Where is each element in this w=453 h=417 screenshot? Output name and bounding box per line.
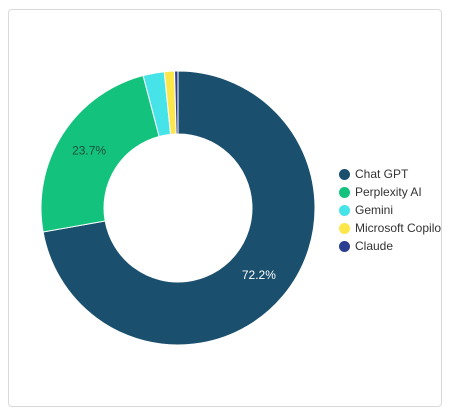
slice-claude[interactable] xyxy=(174,70,179,135)
chart-legend: Chat GPT Perplexity AI Gemini Microsoft Cop… xyxy=(339,165,443,255)
slice-perplexity-ai[interactable] xyxy=(40,74,160,233)
legend-item-chat-gpt[interactable]: Chat GPT xyxy=(339,165,443,183)
legend-swatch xyxy=(339,240,350,252)
legend-item-claude[interactable]: Claude xyxy=(339,237,443,255)
slices-group xyxy=(40,70,316,346)
legend-item-gemini[interactable]: Gemini xyxy=(339,201,443,219)
legend-swatch xyxy=(339,186,350,198)
data-labels-group: 72.2% 23.7% xyxy=(72,143,276,282)
slice-chat-gpt[interactable] xyxy=(42,70,316,346)
legend-label: Claude xyxy=(355,239,394,253)
legend-item-perplexity-ai[interactable]: Perplexity AI xyxy=(339,183,443,201)
legend-item-microsoft-copilo[interactable]: Microsoft Copilo xyxy=(339,219,443,237)
legend-label: Chat GPT xyxy=(355,167,409,181)
legend-swatch xyxy=(339,168,350,180)
legend-label: Perplexity AI xyxy=(355,185,422,199)
legend-label: Microsoft Copilo xyxy=(355,221,442,235)
legend-swatch xyxy=(339,222,350,234)
legend-swatch xyxy=(339,204,350,216)
legend-label: Gemini xyxy=(355,203,394,217)
data-label-perplexity-ai: 23.7% xyxy=(72,143,106,157)
data-label-chat-gpt: 72.2% xyxy=(242,268,276,282)
